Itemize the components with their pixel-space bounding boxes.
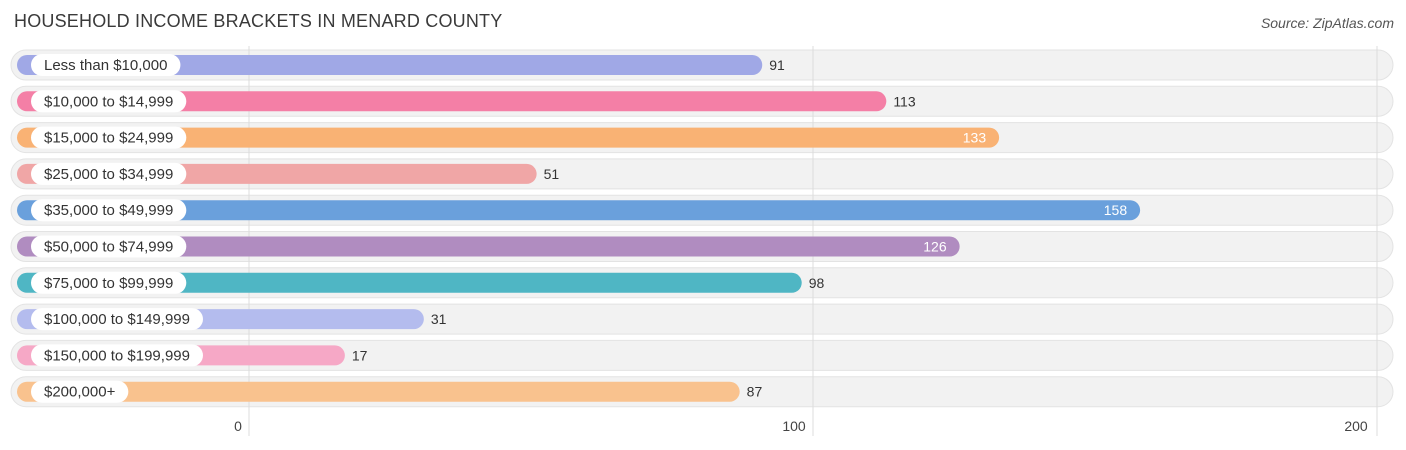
x-tick-label: 0: [234, 418, 242, 434]
category-label: $200,000+: [44, 384, 116, 401]
category-label-pill: [31, 271, 187, 294]
value-label: 91: [769, 57, 785, 73]
category-label-pill: [31, 126, 187, 149]
x-tick-label: 100: [782, 418, 806, 434]
value-label: 51: [544, 166, 560, 182]
category-label-pill: [31, 90, 187, 113]
category-label-pill: [31, 308, 203, 331]
value-label: 113: [893, 93, 916, 109]
category-label: $50,000 to $74,999: [44, 239, 173, 256]
category-label: Less than $10,000: [44, 57, 167, 74]
category-label: $150,000 to $199,999: [44, 347, 190, 364]
value-label: 133: [963, 130, 987, 146]
value-label: 98: [809, 275, 825, 291]
category-label: $35,000 to $49,999: [44, 202, 173, 219]
category-label-pill: [31, 199, 187, 222]
bar: [17, 91, 887, 112]
chart-title: HOUSEHOLD INCOME BRACKETS IN MENARD COUN…: [14, 11, 503, 31]
bar: [17, 272, 802, 293]
category-label: $75,000 to $99,999: [44, 275, 173, 292]
bar: [17, 200, 1141, 221]
value-label: 17: [352, 347, 368, 363]
value-label: 31: [431, 311, 447, 327]
source-credit: Source: ZipAtlas.com: [1260, 15, 1394, 31]
category-label-pill: [31, 54, 181, 76]
row-track: [10, 339, 1394, 371]
category-label-pill: [31, 380, 129, 403]
bar: [17, 236, 960, 257]
category-label-pill: [31, 162, 187, 185]
x-tick-label: 200: [1344, 418, 1368, 434]
value-label: 126: [923, 239, 947, 255]
category-label: $15,000 to $24,999: [44, 130, 173, 147]
bar: [17, 127, 1000, 148]
category-label-pill: [31, 344, 203, 367]
category-label: $100,000 to $149,999: [44, 311, 190, 328]
value-label: 158: [1104, 202, 1128, 218]
bar: [17, 381, 740, 402]
bar: [17, 55, 763, 75]
value-label: 87: [747, 384, 763, 400]
category-label: $10,000 to $14,999: [44, 93, 173, 110]
category-label: $25,000 to $34,999: [44, 166, 173, 183]
category-label-pill: [31, 235, 187, 258]
